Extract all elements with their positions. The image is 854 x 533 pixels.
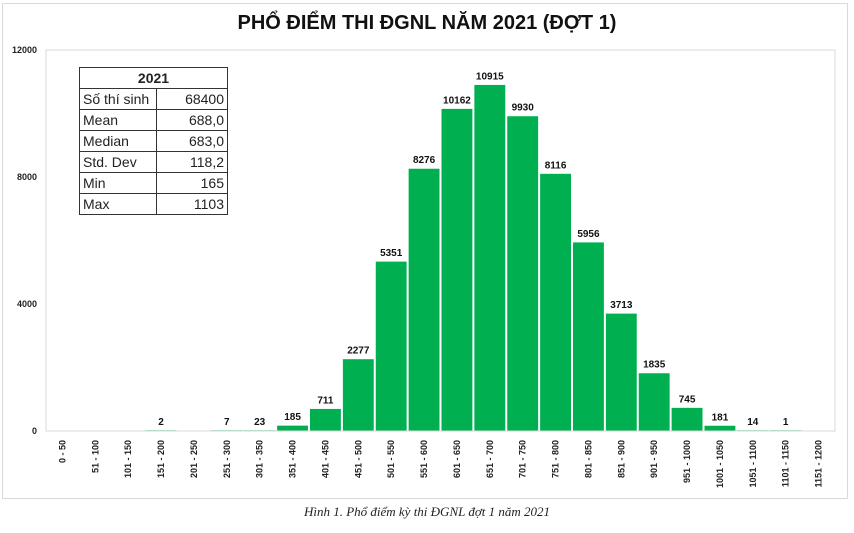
x-tick-label: 651 - 700 [485,440,495,478]
bar [506,115,540,432]
stats-label: Mean [79,109,157,131]
bar [703,424,737,432]
data-label: 8116 [545,160,567,171]
x-tick-label: 451 - 500 [353,440,363,478]
y-tick-label: 8000 [17,172,37,182]
bar [473,83,507,432]
data-label: 9930 [512,103,535,114]
x-tick-label: 201 - 250 [189,440,199,478]
stats-value: 118,2 [156,151,228,173]
stats-row: Mean 688,0 [79,109,228,131]
x-tick-label: 1151 - 1200 [814,440,824,488]
y-tick-label: 4000 [17,299,37,309]
data-label: 3713 [610,300,633,311]
x-tick-label: 951 - 1000 [682,440,692,483]
data-label: 23 [254,417,266,428]
y-tick-label: 0 [32,426,37,436]
stats-value: 683,0 [156,130,228,152]
stats-label: Số thí sinh [79,88,157,110]
x-tick-label: 401 - 450 [320,440,330,478]
x-tick-label: 901 - 950 [649,440,659,478]
bar [309,407,342,432]
bar [407,167,441,432]
chart-frame [2,3,848,499]
bar [440,107,474,432]
bar [670,406,704,432]
data-label: 10915 [476,71,504,82]
x-tick-label: 601 - 650 [452,440,462,478]
stats-row: Số thí sinh 68400 [79,88,228,110]
x-tick-label: 551 - 600 [419,440,429,478]
stats-value: 165 [156,172,228,194]
x-tick-label: 801 - 850 [583,440,593,478]
x-tick-label: 101 - 150 [123,440,133,478]
x-tick-label: 1001 - 1050 [715,440,725,488]
data-label: 2 [158,417,164,428]
bar [604,312,638,432]
x-tick-label: 1051 - 1100 [748,440,758,488]
stats-label: Min [79,172,157,194]
x-tick-label: 151 - 200 [156,440,166,478]
x-tick-label: 351 - 400 [288,440,298,478]
stats-row: Min 165 [79,172,228,194]
data-label: 5956 [577,229,600,240]
x-tick-label: 851 - 900 [616,440,626,478]
x-tick-label: 301 - 350 [255,440,265,478]
bar [572,241,605,432]
data-label: 5351 [380,248,403,259]
bar [276,424,309,432]
statistics-table: 2021 Số thí sinh 68400 Mean 688,0 Median 68… [79,67,228,215]
data-label: 1 [783,417,789,428]
bar [637,372,671,432]
stats-label: Median [79,130,157,152]
stats-value: 68400 [156,88,228,110]
figure-caption: Hình 1. Phổ điểm kỳ thi ĐGNL đợt 1 năm 2… [303,504,551,519]
x-tick-label: 501 - 550 [386,440,396,478]
stats-row: Std. Dev 118,2 [79,151,228,173]
data-label: 745 [679,394,696,405]
data-label: 14 [747,417,759,428]
data-label: 8276 [413,155,436,166]
bar [341,358,375,432]
stats-label: Max [79,193,157,215]
stats-value: 1103 [156,193,228,215]
data-label: 2277 [347,346,370,357]
stats-row: Median 683,0 [79,130,228,152]
x-tick-label: 1101 - 1150 [781,440,791,487]
stats-header: 2021 [79,67,228,89]
x-tick-label: 51 - 100 [90,440,100,473]
bar [539,172,572,432]
data-label: 711 [317,395,334,406]
data-label: 7 [224,417,230,428]
data-label: 185 [284,412,301,423]
stats-value: 688,0 [156,109,228,131]
y-tick-label: 12000 [12,45,37,55]
x-tick-label: 701 - 750 [518,440,528,478]
data-label: 181 [712,412,729,423]
data-label: 1835 [643,360,666,371]
chart-title: PHỔ ĐIỂM THI ĐGNL NĂM 2021 (ĐỢT 1) [237,12,617,34]
data-label: 10162 [443,95,471,106]
x-tick-label: 751 - 800 [551,440,561,478]
x-tick-label: 251 - 300 [222,440,232,478]
stats-label: Std. Dev [79,151,157,173]
bar [374,260,408,432]
stats-row: Max 1103 [79,193,228,215]
x-tick-label: 0 - 50 [57,440,67,463]
